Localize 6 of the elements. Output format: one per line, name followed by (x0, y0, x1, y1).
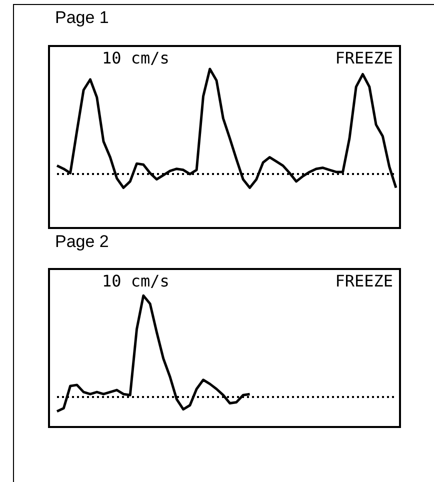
text: 10 cm/s (102, 48, 170, 68)
text: FREEZE (335, 272, 393, 290)
chart-title: Page 1 (55, 8, 109, 27)
text: 10 cm/s (102, 272, 170, 290)
chart-title: Page 2 (55, 232, 109, 251)
text: FREEZE (335, 48, 393, 68)
